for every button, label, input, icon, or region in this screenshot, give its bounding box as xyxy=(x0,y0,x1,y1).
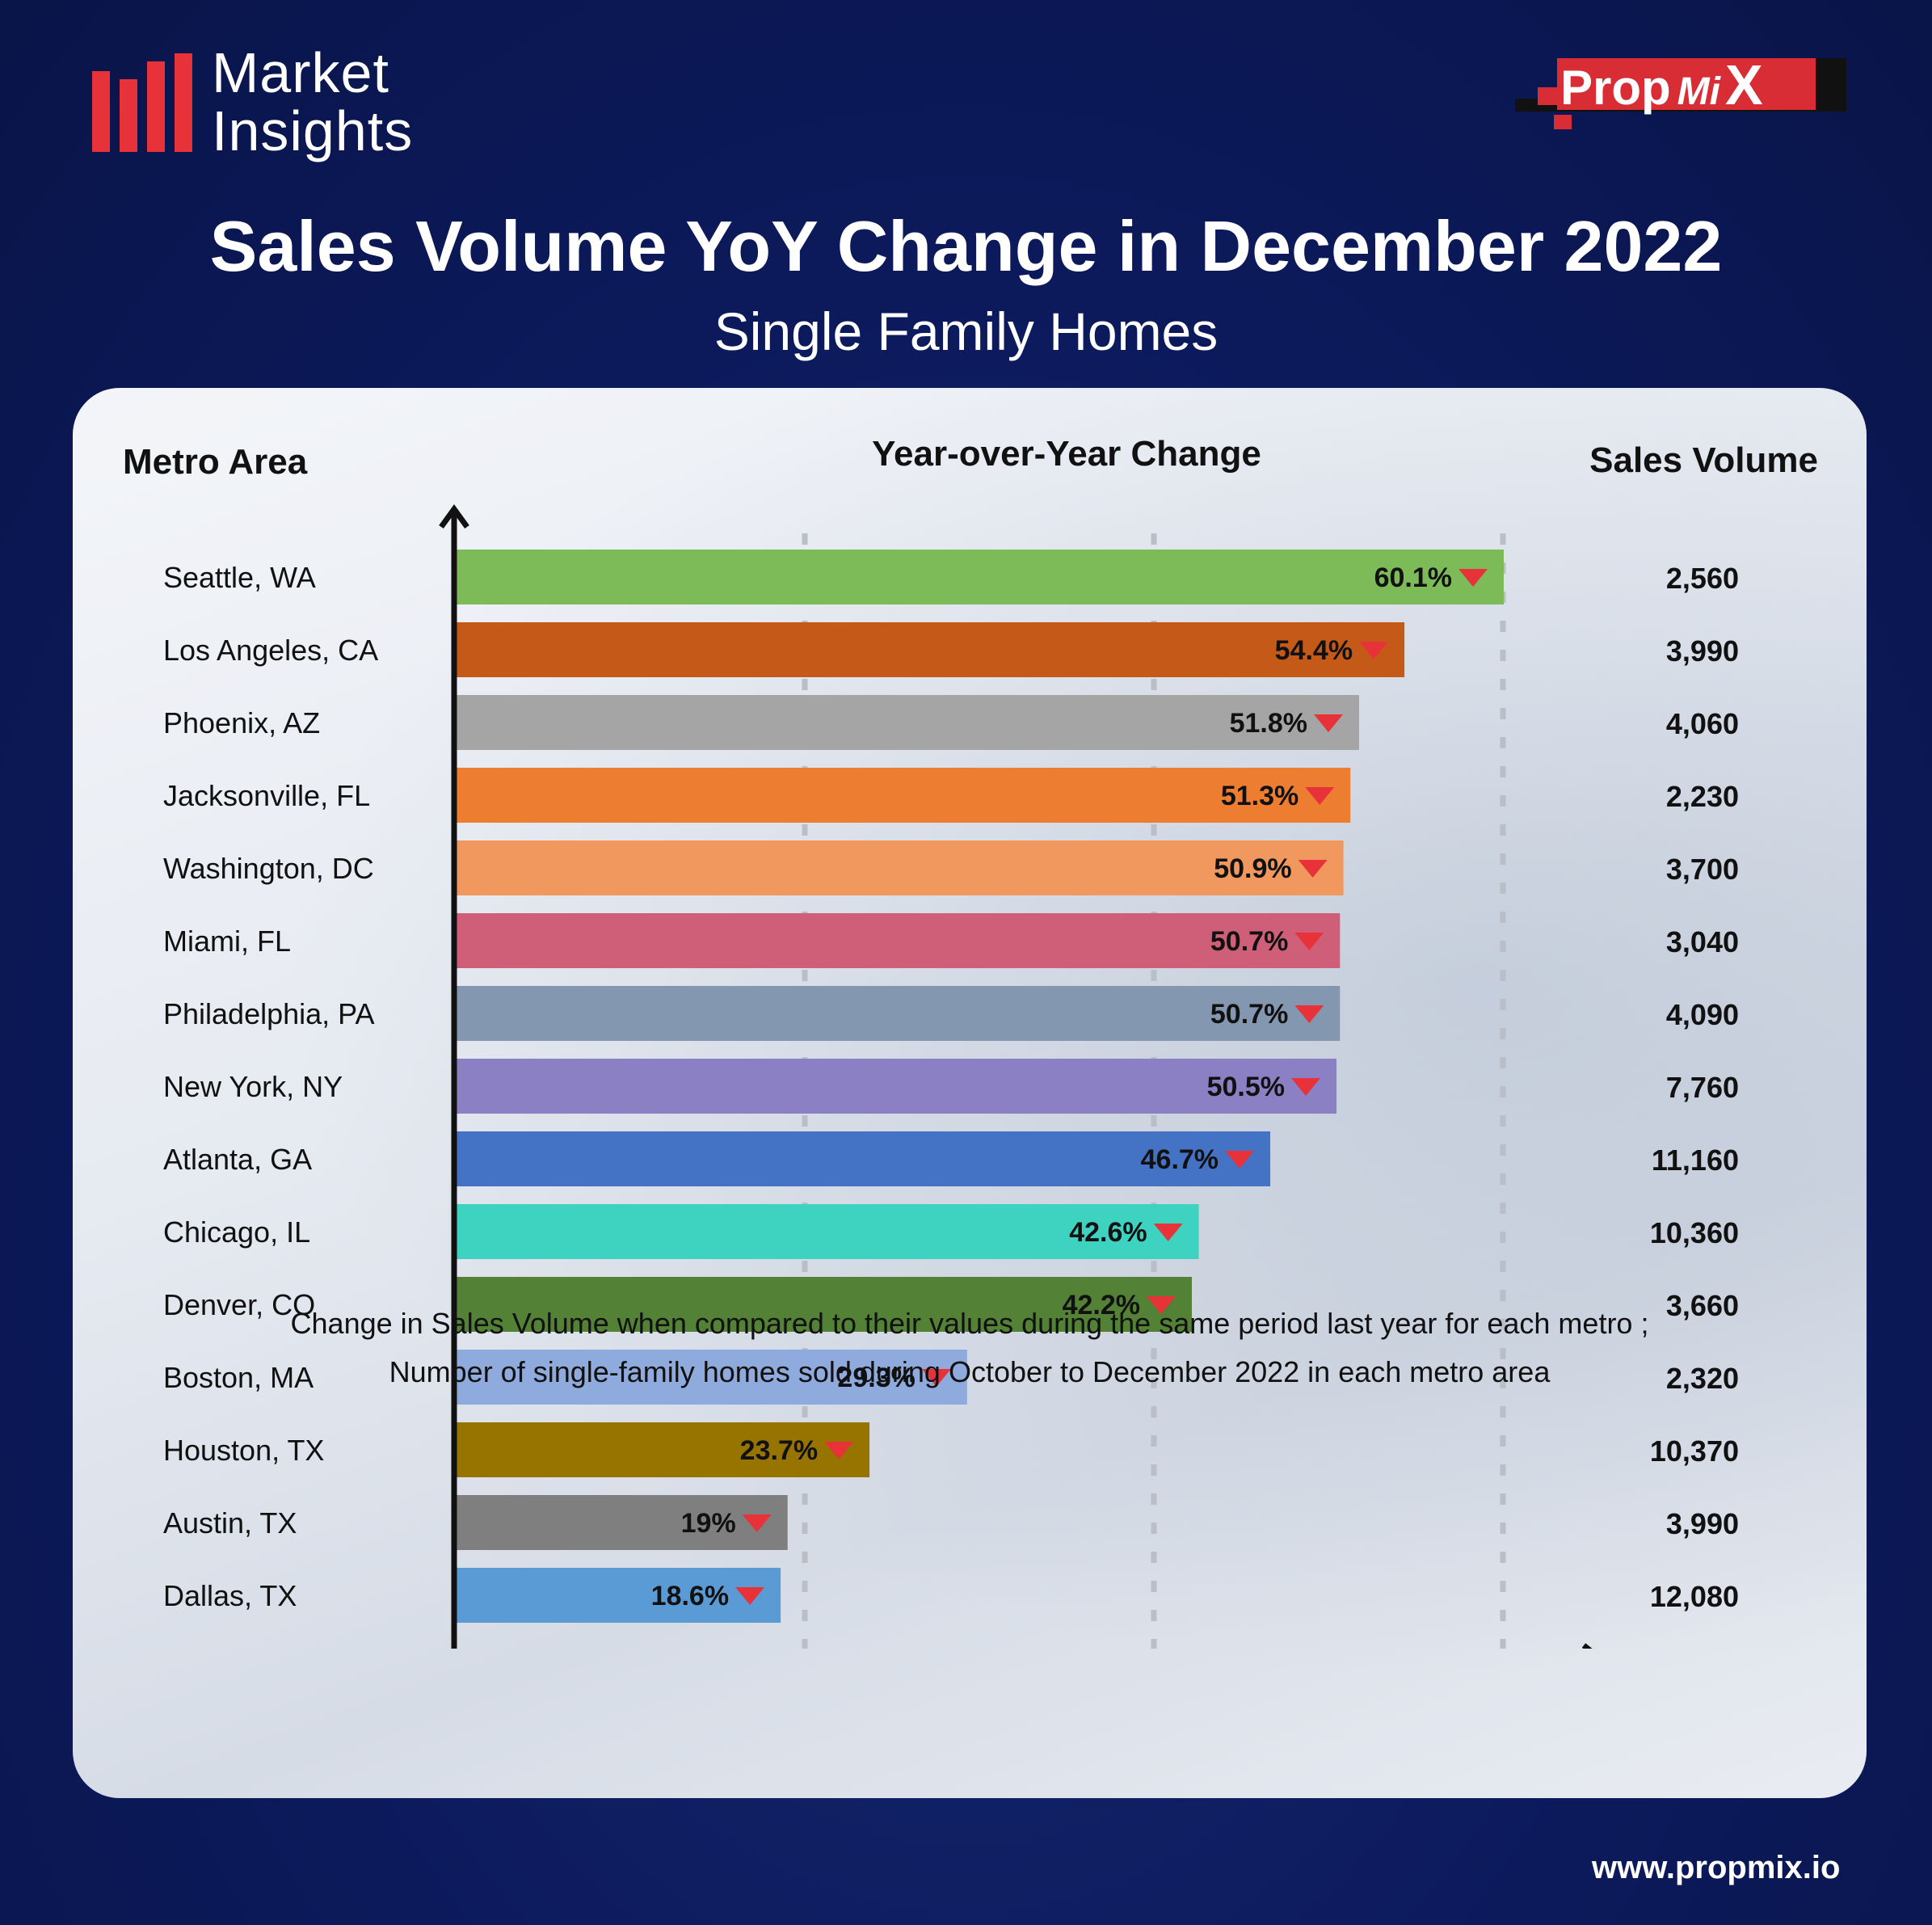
value-label-8: 46.7% xyxy=(1141,1144,1219,1175)
sales-volume-0: 2,560 xyxy=(1666,562,1739,595)
sales-volume-12: 10,370 xyxy=(1650,1434,1739,1468)
category-label-9: Chicago, IL xyxy=(163,1215,310,1249)
sales-volume-5: 3,040 xyxy=(1666,925,1739,958)
category-label-4: Washington, DC xyxy=(163,852,374,885)
x-axis-arrow-icon xyxy=(1581,1643,1593,1649)
chart-card: Metro Area Year-over-Year Change Sales V… xyxy=(73,388,1867,1798)
value-label-0: 60.1% xyxy=(1374,562,1452,593)
down-arrow-icon-11 xyxy=(921,1369,951,1387)
down-arrow-icon-8 xyxy=(1225,1151,1255,1169)
category-label-13: Austin, TX xyxy=(163,1506,297,1540)
value-label-14: 18.6% xyxy=(651,1581,729,1611)
down-arrow-icon-0 xyxy=(1458,569,1488,587)
category-label-14: Dallas, TX xyxy=(163,1579,297,1612)
category-label-3: Jacksonville, FL xyxy=(163,779,370,812)
sales-volume-2: 4,060 xyxy=(1666,707,1739,740)
bar-4 xyxy=(457,840,1344,895)
value-label-13: 19% xyxy=(681,1508,736,1539)
propmix-logo: Prop MiX xyxy=(1515,57,1846,129)
down-arrow-icon-3 xyxy=(1305,787,1335,805)
sales-volume-10: 3,660 xyxy=(1666,1289,1739,1322)
bar-2 xyxy=(457,695,1360,750)
bar-11 xyxy=(457,1350,967,1405)
sales-volume-14: 12,080 xyxy=(1650,1580,1739,1613)
down-arrow-icon-6 xyxy=(1294,1005,1324,1023)
footnote-line-1: Change in Sales Volume when compared to … xyxy=(290,1307,1649,1340)
sales-volume-9: 10,360 xyxy=(1650,1216,1739,1249)
bar-1 xyxy=(457,622,1405,677)
bar-14 xyxy=(457,1568,781,1623)
value-label-12: 23.7% xyxy=(740,1435,818,1466)
category-label-0: Seattle, WA xyxy=(163,561,316,594)
category-label-7: New York, NY xyxy=(163,1070,343,1103)
bar-3 xyxy=(457,768,1351,823)
sales-volume-13: 3,990 xyxy=(1666,1507,1739,1540)
metro-area-header: Metro Area xyxy=(123,442,308,482)
down-arrow-icon-7 xyxy=(1290,1078,1320,1096)
bar-6 xyxy=(457,986,1341,1041)
down-arrow-icon-13 xyxy=(742,1514,772,1532)
down-arrow-icon-4 xyxy=(1298,860,1328,878)
sales-volume-1: 3,990 xyxy=(1666,634,1739,668)
logo-line-2: Insights xyxy=(212,99,414,162)
propmix-logo-text: Prop MiX xyxy=(1560,53,1763,116)
category-label-11: Boston, MA xyxy=(163,1361,314,1394)
bar-13 xyxy=(457,1495,788,1550)
category-label-12: Houston, TX xyxy=(163,1434,324,1467)
sales-volume-4: 3,700 xyxy=(1666,853,1739,886)
footnote-line-2: Number of single-family homes sold durin… xyxy=(389,1355,1551,1388)
category-label-5: Miami, FL xyxy=(163,925,291,958)
bar-12 xyxy=(457,1422,870,1477)
website-link[interactable]: www.propmix.io xyxy=(1592,1850,1841,1885)
bar-8 xyxy=(457,1131,1271,1186)
logo-text: Market Insights xyxy=(212,44,413,160)
down-arrow-icon-10 xyxy=(1147,1296,1176,1314)
down-arrow-icon-2 xyxy=(1314,714,1344,732)
bar-chart-logo-icon xyxy=(90,47,196,152)
sales-volume-8: 11,160 xyxy=(1652,1144,1739,1177)
value-label-9: 42.6% xyxy=(1069,1217,1147,1248)
category-label-1: Los Angeles, CA xyxy=(163,634,378,667)
value-label-5: 50.7% xyxy=(1210,926,1288,957)
bar-7 xyxy=(457,1059,1336,1114)
sales-volume-header: Sales Volume xyxy=(1589,440,1818,480)
category-label-8: Atlanta, GA xyxy=(163,1143,312,1176)
value-label-2: 51.8% xyxy=(1230,708,1307,739)
bar-5 xyxy=(457,913,1341,968)
value-label-7: 50.5% xyxy=(1207,1072,1285,1102)
sales-volume-3: 2,230 xyxy=(1666,780,1739,813)
logo-line-1: Market xyxy=(212,41,389,104)
sales-volume-11: 2,320 xyxy=(1666,1362,1739,1395)
y-axis-arrow-icon xyxy=(439,504,469,529)
value-label-10: 42.2% xyxy=(1063,1290,1140,1321)
yoy-change-header: Year-over-Year Change xyxy=(872,434,1261,474)
down-arrow-icon-14 xyxy=(735,1587,765,1605)
bar-0 xyxy=(457,550,1504,604)
value-label-11: 29.3% xyxy=(837,1363,915,1393)
market-insights-logo: Market Insights xyxy=(90,44,478,160)
category-label-10: Denver, CO xyxy=(163,1288,315,1321)
bar-9 xyxy=(457,1204,1199,1259)
down-arrow-icon-12 xyxy=(824,1442,854,1460)
category-label-6: Philadelphia, PA xyxy=(163,997,375,1030)
down-arrow-icon-9 xyxy=(1153,1224,1183,1241)
sales-volume-6: 4,090 xyxy=(1666,998,1739,1031)
down-arrow-icon-1 xyxy=(1359,642,1389,659)
chart-subtitle: Single Family Homes xyxy=(713,301,1219,361)
category-label-2: Phoenix, AZ xyxy=(163,706,320,739)
sales-volume-7: 7,760 xyxy=(1666,1071,1739,1104)
value-label-1: 54.4% xyxy=(1275,635,1353,666)
chart-title: Sales Volume YoY Change in December 2022 xyxy=(209,206,1723,286)
down-arrow-icon-5 xyxy=(1294,933,1324,950)
bar-10 xyxy=(457,1277,1193,1332)
value-label-3: 51.3% xyxy=(1221,781,1299,811)
value-label-4: 50.9% xyxy=(1214,853,1291,884)
value-label-6: 50.7% xyxy=(1210,999,1288,1030)
bar-chart: Seattle, WA 60.1% 2,560 Los Angeles, CA 54.4… xyxy=(163,504,1739,1649)
